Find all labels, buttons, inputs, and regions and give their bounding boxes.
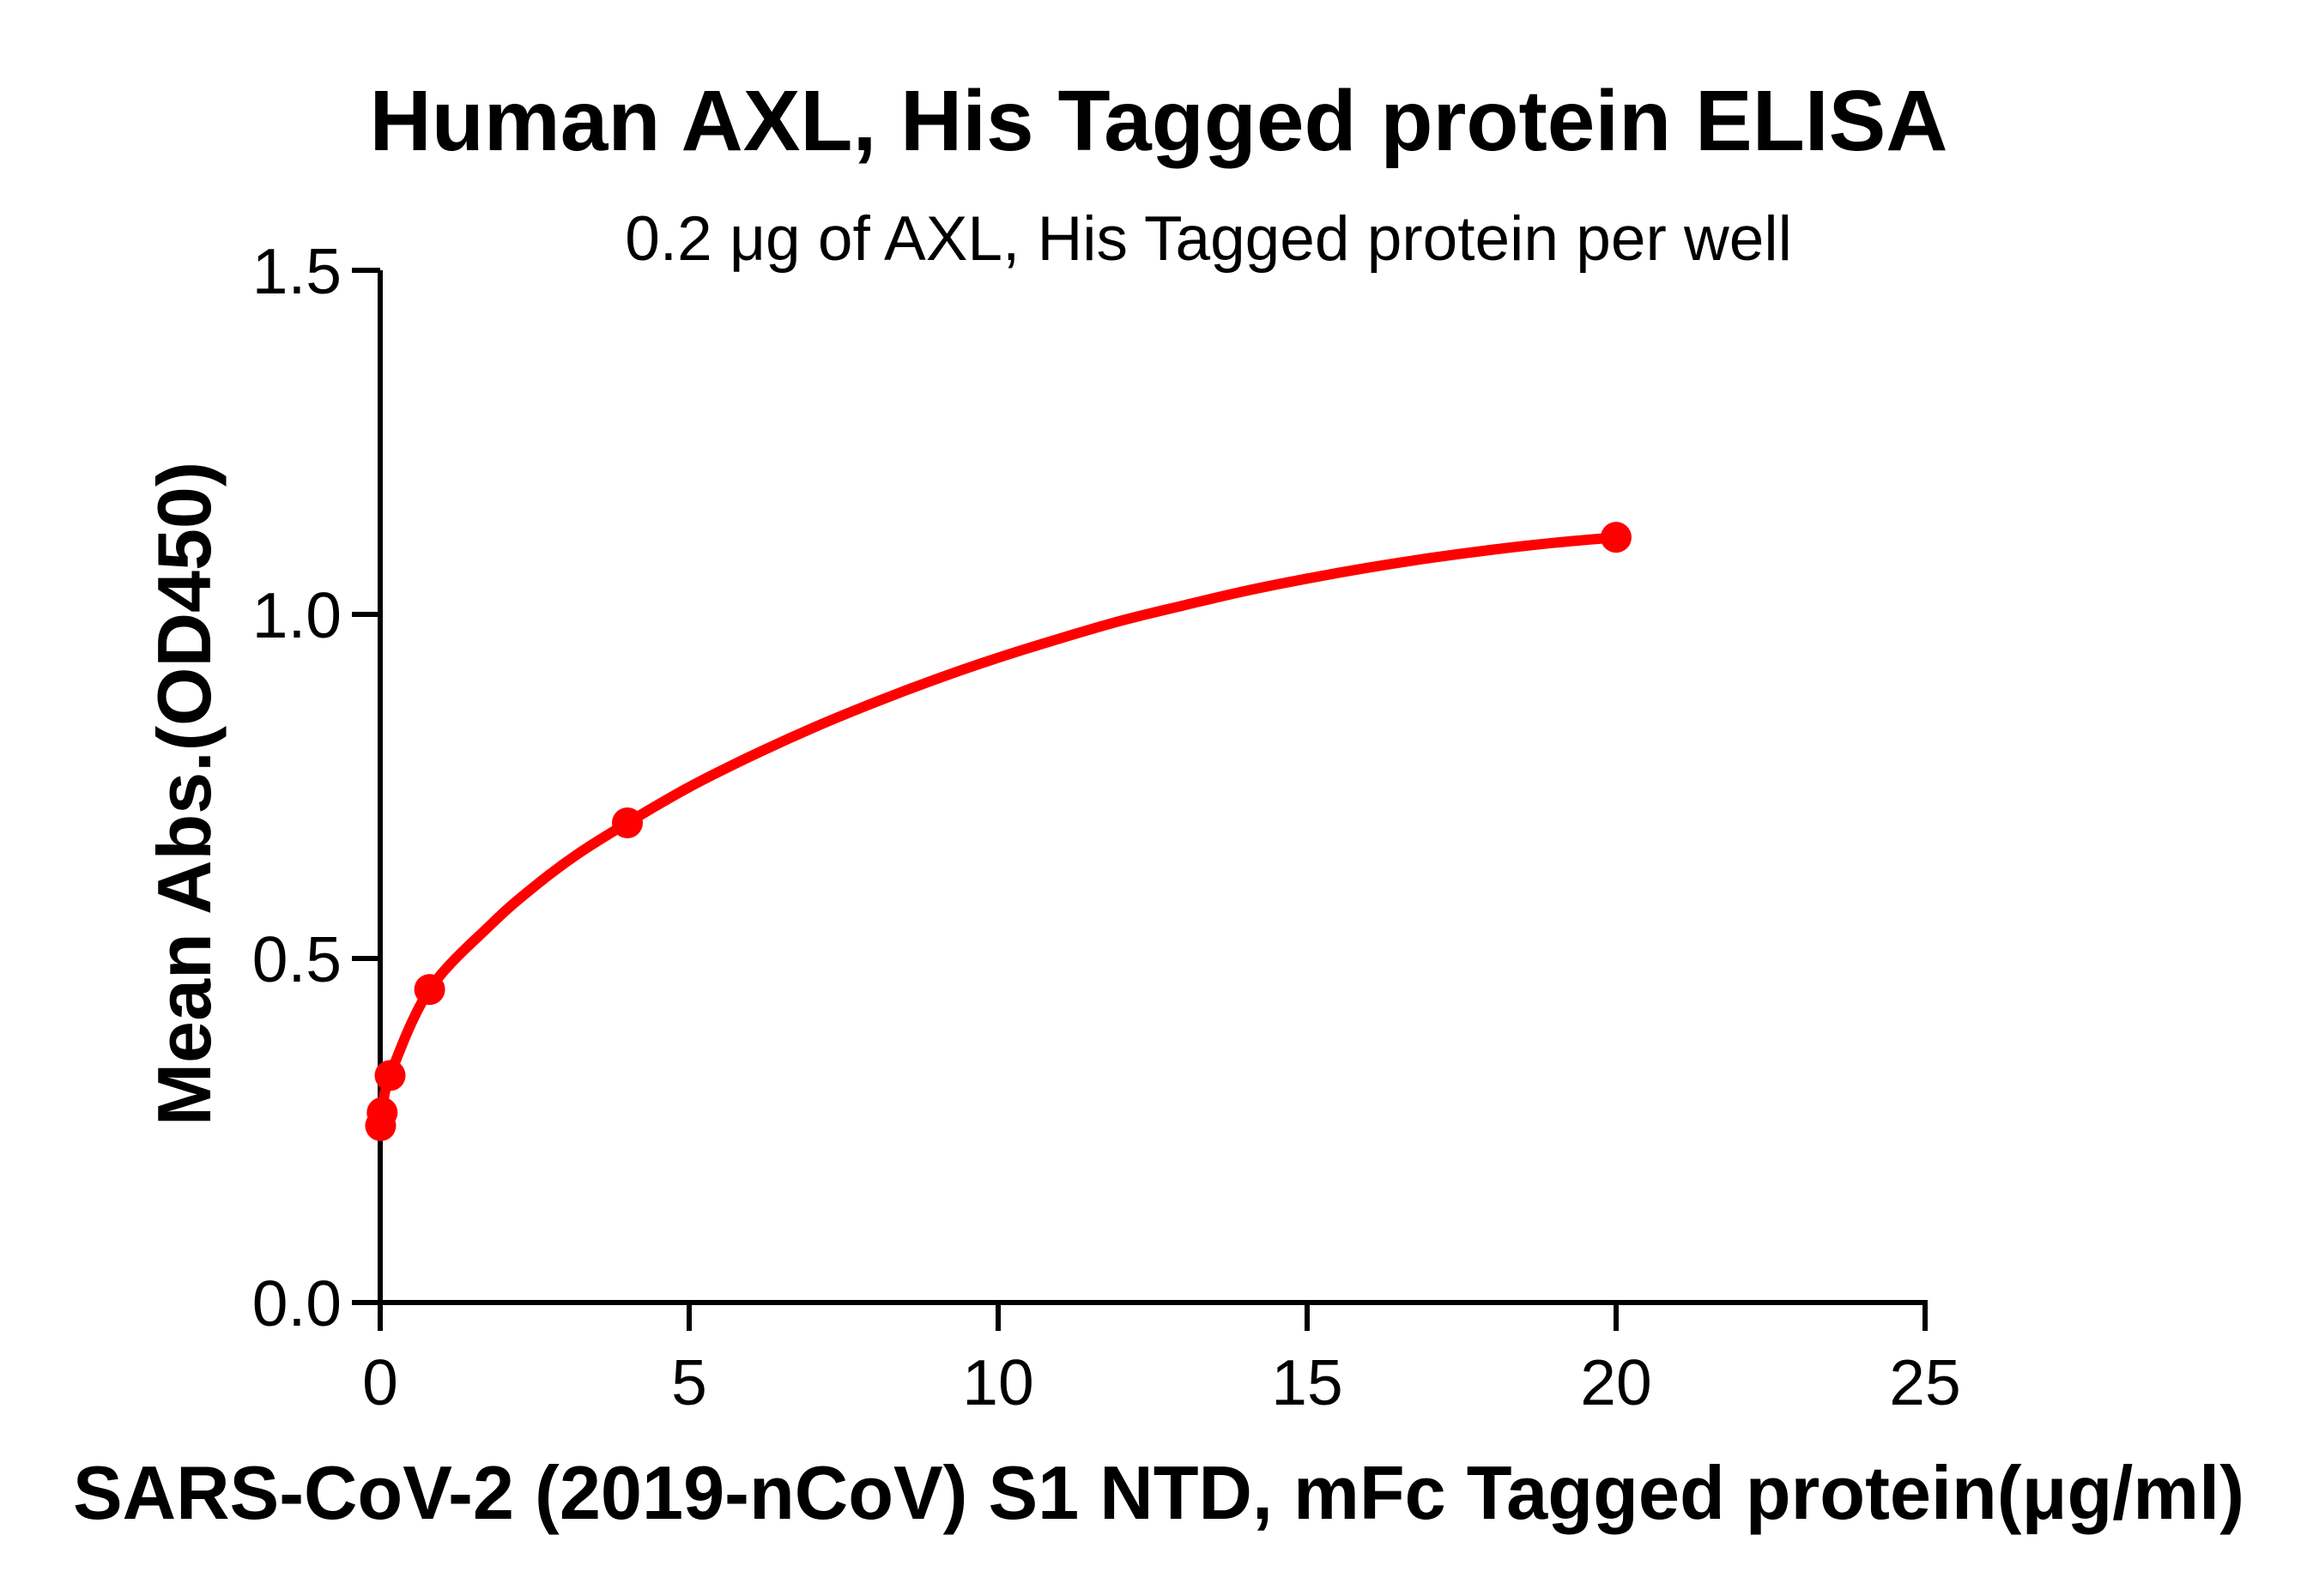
chart-subtitle: 0.2 μg of AXL, His Tagged protein per we…: [625, 204, 1792, 274]
y-tick-label: 1.5: [252, 235, 342, 307]
data-point: [374, 1060, 406, 1091]
x-tick-label: 0: [362, 1346, 398, 1418]
data-point: [366, 1097, 398, 1128]
x-tick-label: 25: [1889, 1346, 1960, 1418]
y-tick-label: 1.0: [252, 579, 342, 651]
x-tick-label: 20: [1580, 1346, 1651, 1418]
axes: [378, 270, 1928, 1331]
data-markers: [365, 522, 1632, 1141]
x-tick-label: 10: [962, 1346, 1033, 1418]
data-point: [414, 974, 445, 1006]
fit-curve: [375, 532, 1621, 1131]
y-axis-ticks: 0.0 0.5 1.0 1.5: [252, 235, 380, 1339]
x-tick-label: 15: [1271, 1346, 1342, 1418]
x-tick-label: 5: [671, 1346, 707, 1418]
data-point: [612, 807, 643, 839]
data-point: [1601, 522, 1632, 553]
chart-title: Human AXL, His Tagged protein ELISA: [369, 73, 1947, 169]
y-tick-label: 0.5: [252, 923, 342, 995]
y-tick-label: 0.0: [252, 1267, 342, 1339]
y-axis-title: Mean Abs.(OD450): [142, 462, 227, 1126]
x-axis-ticks: 0 5 10 15 20 25: [362, 1303, 1961, 1418]
x-axis-title: SARS-CoV-2 (2019-nCoV) S1 NTD, mFc Tagge…: [73, 1450, 2244, 1535]
